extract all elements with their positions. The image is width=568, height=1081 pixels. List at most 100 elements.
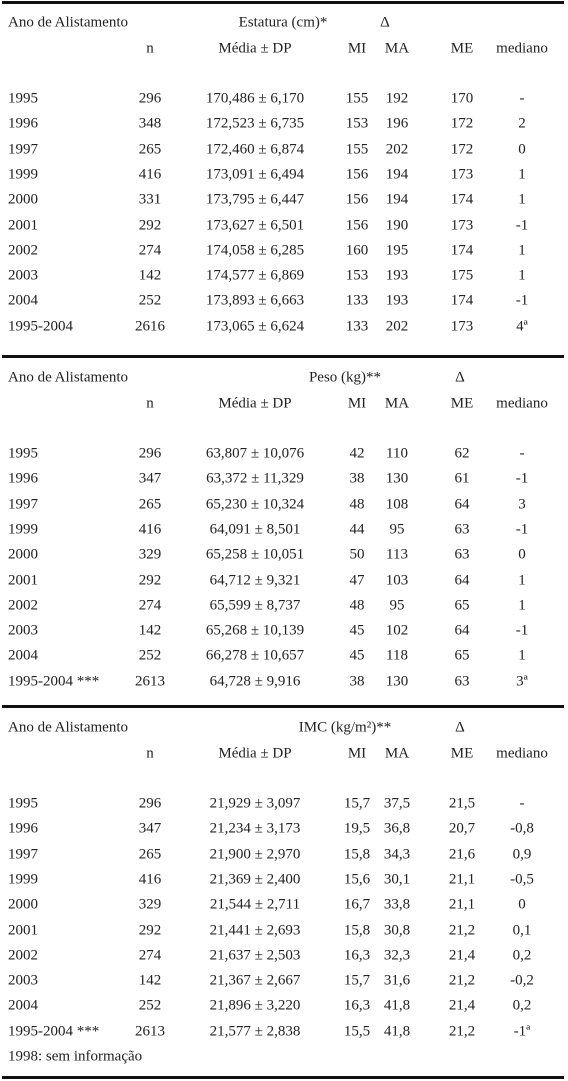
delta-symbol: Δ xyxy=(455,369,465,386)
year-cell: 1999 xyxy=(8,871,38,888)
header-label: Ano de Alistamento xyxy=(8,719,128,736)
table-cell: 32,3 xyxy=(383,947,411,964)
table-cell: 175 xyxy=(450,267,474,284)
year-cell: 1997 xyxy=(8,141,38,158)
year-cell: 2000 xyxy=(8,191,38,208)
table-cell: 64 xyxy=(454,572,470,588)
table-cell: 170,486 ± 6,170 xyxy=(205,90,305,107)
table-cell: 21,2 xyxy=(448,1023,476,1040)
table-cell: 329 xyxy=(138,896,162,913)
year-cell: 1996 xyxy=(8,115,38,132)
measure-title: Estatura (cm)* xyxy=(238,14,328,31)
table-cell: 44 xyxy=(349,521,365,538)
table-cell: 15,7 xyxy=(343,972,371,989)
table-cell: -1 xyxy=(515,521,529,538)
table-cell: 130 xyxy=(385,470,409,487)
table-cell: -1 xyxy=(515,217,529,233)
table-cell: 202 xyxy=(385,141,409,158)
year-cell: 1997 xyxy=(8,846,38,863)
table-cell: 174,058 ± 6,285 xyxy=(205,242,305,259)
table-cell: 41,8 xyxy=(383,997,411,1014)
rule xyxy=(2,355,564,358)
table-cell: 193 xyxy=(385,267,409,284)
table-cell: 62 xyxy=(454,445,470,462)
table-cell: 252 xyxy=(138,997,162,1014)
column-header: ME xyxy=(450,40,474,57)
table-cell: 133 xyxy=(345,292,369,309)
table-cell: 0 xyxy=(518,141,526,158)
table-cell: 2613 xyxy=(135,673,165,690)
table-cell: 1 xyxy=(518,166,526,183)
table-cell: -1 xyxy=(515,292,529,309)
table-cell: 174 xyxy=(450,292,474,309)
table-cell: 15,6 xyxy=(343,871,371,888)
table-cell: 21,234 ± 3,173 xyxy=(209,820,301,837)
year-cell: 2001 xyxy=(8,572,38,588)
table-cell: -1 xyxy=(515,622,529,639)
table-cell: 156 xyxy=(345,191,369,208)
year-cell: 2003 xyxy=(8,972,38,989)
year-cell: 2003 xyxy=(8,267,38,284)
column-header: n xyxy=(146,745,154,762)
table-cell: 1 xyxy=(518,267,526,284)
table-cell: 153 xyxy=(345,115,369,132)
year-cell: 2004 xyxy=(8,292,38,309)
table-cell: 194 xyxy=(385,166,409,183)
table-cell: 21,544 ± 2,711 xyxy=(209,896,301,913)
table-cell: 21,896 ± 3,220 xyxy=(209,997,301,1014)
table-cell: 16,3 xyxy=(343,997,371,1014)
measure-title: IMC (kg/m²)** xyxy=(298,719,392,736)
header-label: Ano de Alistamento xyxy=(8,14,128,31)
table-cell: -0,8 xyxy=(510,820,534,837)
table-cell: 36,8 xyxy=(383,820,411,837)
table-cell: 63 xyxy=(454,521,470,538)
table-cell: 2616 xyxy=(135,318,165,335)
table-cell: 0,9 xyxy=(512,846,532,863)
year-cell: 2001 xyxy=(8,922,38,938)
table-cell: 292 xyxy=(138,217,162,233)
table-cell: 174,577 ± 6,869 xyxy=(205,267,305,284)
table-cell: 21,369 ± 2,400 xyxy=(209,871,301,888)
table-cell: 50 xyxy=(349,546,365,563)
year-cell: 1995-2004 *** xyxy=(8,1023,100,1040)
table-cell: 274 xyxy=(138,597,162,614)
table-cell: 21,6 xyxy=(448,846,476,863)
table-cell: 155 xyxy=(345,90,369,107)
table-cell: 21,900 ± 2,970 xyxy=(209,846,301,863)
table-cell: 1 xyxy=(518,572,526,588)
table-cell: 292 xyxy=(138,572,162,588)
table-cell: 95 xyxy=(389,597,405,614)
table-cell: 64 xyxy=(454,622,470,639)
table-cell: 1 xyxy=(518,191,526,208)
table-cell: 173 xyxy=(450,166,474,183)
table-cell: -1 xyxy=(515,470,529,487)
column-header: mediano xyxy=(496,395,548,412)
table-cell: 195 xyxy=(385,242,409,259)
table-cell: 21,1 xyxy=(448,871,476,888)
table-cell: 63,807 ± 10,076 xyxy=(205,445,305,462)
table-cell: 1 xyxy=(518,647,526,664)
table-cell: 173,627 ± 6,501 xyxy=(205,217,305,233)
table-cell: - xyxy=(519,90,525,107)
table-cell: 64,728 ± 9,916 xyxy=(209,673,301,690)
table-cell: 202 xyxy=(385,318,409,335)
table-cell: 296 xyxy=(138,90,162,107)
year-cell: 1996 xyxy=(8,820,38,837)
table-cell: 296 xyxy=(138,795,162,812)
year-cell: 1995-2004 *** xyxy=(8,673,100,690)
year-cell: 2000 xyxy=(8,896,38,913)
table-cell: 142 xyxy=(138,622,162,639)
year-cell: 2004 xyxy=(8,997,38,1014)
table-cell: 133 xyxy=(345,318,369,335)
table-cell: -0,5 xyxy=(510,871,534,888)
year-cell: 1996 xyxy=(8,470,38,487)
table-cell: 113 xyxy=(386,546,408,563)
table-cell: 65,268 ± 10,139 xyxy=(205,622,305,639)
table-cell: 19,5 xyxy=(343,820,371,837)
table-cell: 37,5 xyxy=(383,795,411,812)
table-cell: 21,441 ± 2,693 xyxy=(209,922,301,938)
table-cell: 30,8 xyxy=(383,922,411,938)
table-cell: 172,460 ± 6,874 xyxy=(205,141,305,158)
table-cell: 3ª xyxy=(516,673,528,690)
table-cell: 274 xyxy=(138,947,162,964)
